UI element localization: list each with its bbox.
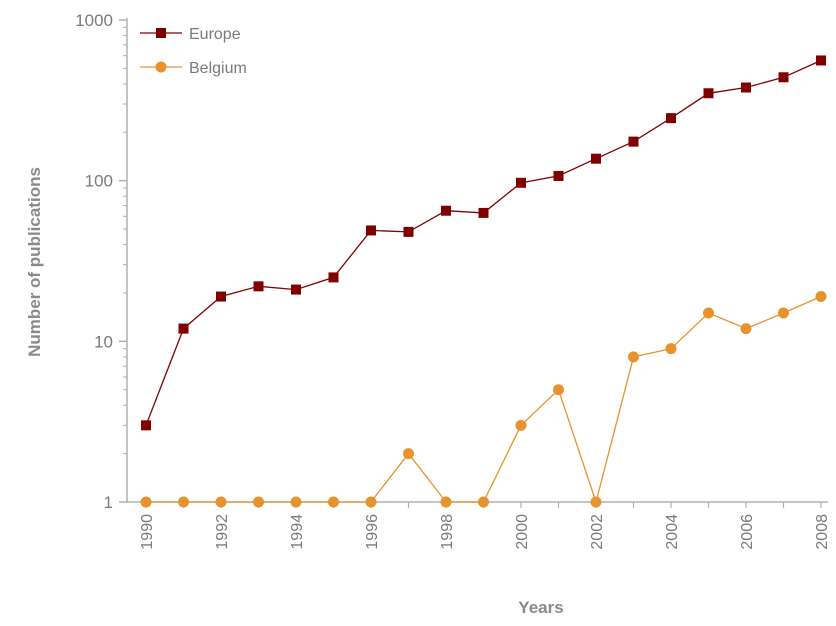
legend-label-belgium: Belgium: [189, 60, 247, 77]
data-point-europe: [366, 225, 376, 236]
y-axis-title: Number of publications: [25, 167, 44, 357]
legend: Europe Belgium: [140, 26, 247, 77]
data-point-belgium: [328, 496, 339, 508]
x-tick-label: 1996: [364, 514, 381, 550]
data-point-belgium: [253, 496, 264, 508]
data-point-belgium: [815, 291, 827, 303]
data-point-europe: [666, 113, 676, 124]
x-axis-title: Years: [518, 598, 563, 617]
ticks: 1 10 100 1000 1990 1992 1994 1996 1998 2000 2002 20…: [75, 11, 831, 550]
data-point-belgium: [215, 496, 227, 508]
data-point-europe: [553, 170, 564, 181]
data-point-belgium: [740, 323, 752, 335]
series: [140, 55, 827, 508]
x-tick-label: 1998: [439, 514, 456, 550]
data-point-europe: [441, 205, 451, 216]
x-tick-label: 1992: [214, 514, 231, 550]
data-point-europe: [253, 281, 264, 292]
data-point-europe: [591, 153, 601, 164]
y-tick-label: 10: [94, 332, 113, 351]
legend-marker-europe: [156, 28, 166, 38]
series-europe: [141, 55, 826, 431]
data-point-belgium: [778, 307, 789, 319]
data-point-europe: [178, 323, 189, 334]
data-point-belgium: [365, 496, 377, 508]
legend-marker-belgium: [155, 61, 167, 73]
legend-item-belgium: Belgium: [140, 60, 247, 77]
data-point-belgium: [290, 496, 302, 508]
x-tick-label: 1994: [289, 514, 306, 550]
data-point-europe: [816, 55, 826, 66]
x-tick-label: 2000: [514, 514, 531, 550]
data-point-belgium: [403, 448, 414, 460]
y-tick-label: 1: [104, 493, 113, 512]
data-point-europe: [291, 284, 301, 295]
data-point-belgium: [628, 351, 639, 363]
series-line-belgium: [146, 295, 822, 505]
x-tick-label: 2002: [589, 514, 606, 550]
data-point-europe: [628, 136, 639, 147]
data-point-europe: [403, 226, 414, 237]
data-point-europe: [216, 291, 226, 302]
x-tick-label: 2008: [814, 514, 831, 550]
data-point-belgium: [178, 496, 189, 508]
data-point-europe: [328, 272, 339, 283]
legend-item-europe: Europe: [140, 26, 241, 43]
series-belgium: [140, 291, 827, 508]
data-point-belgium: [140, 496, 152, 508]
data-point-europe: [516, 177, 526, 188]
y-tick-label: 100: [85, 172, 113, 191]
data-point-belgium: [478, 496, 489, 508]
data-point-europe: [141, 420, 151, 431]
data-point-belgium: [440, 496, 452, 508]
data-point-belgium: [665, 343, 677, 355]
x-tick-label: 1990: [139, 514, 156, 550]
data-point-belgium: [703, 307, 714, 319]
data-point-belgium: [515, 419, 527, 431]
series-line-europe: [145, 59, 822, 426]
data-point-belgium: [553, 384, 564, 396]
data-point-belgium: [590, 496, 602, 508]
y-tick-label: 1000: [75, 11, 113, 30]
data-point-europe: [703, 88, 714, 99]
x-tick-label: 2006: [739, 514, 756, 550]
legend-label-europe: Europe: [189, 26, 241, 43]
data-point-europe: [478, 207, 489, 218]
data-point-europe: [778, 72, 789, 83]
x-tick-label: 2004: [664, 514, 681, 550]
data-point-europe: [741, 82, 751, 93]
